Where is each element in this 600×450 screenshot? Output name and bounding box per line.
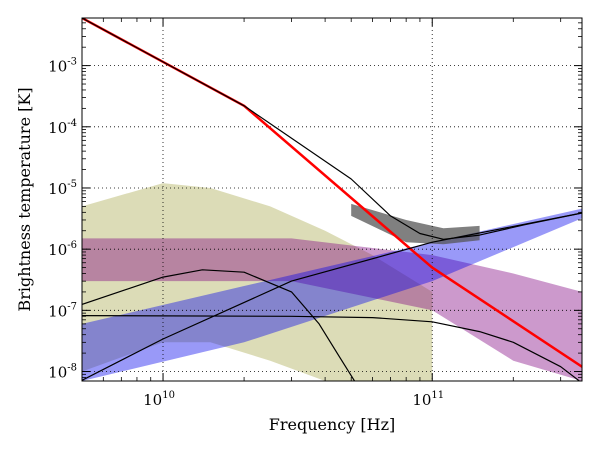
band-4	[351, 203, 480, 245]
series-line-3	[82, 212, 582, 381]
x-tick-label-2: 1011	[412, 390, 444, 409]
band-layer	[82, 183, 582, 381]
band-1	[82, 183, 433, 381]
y-axis-label: Brightness temperature [K]	[15, 87, 34, 311]
y-tick-label-1: 10-8	[48, 363, 77, 382]
plot-frame	[81, 17, 583, 382]
series-layer	[82, 18, 582, 381]
y-tick-label-4: 10-5	[48, 179, 77, 198]
x-tick-label-1: 1010	[143, 390, 175, 409]
band-2	[82, 238, 582, 381]
y-tick-label-5: 10-4	[48, 118, 77, 137]
y-tick-label-2: 10-7	[48, 301, 77, 320]
x-axis-label: Frequency [Hz]	[269, 415, 396, 434]
series-line-5	[82, 315, 581, 381]
series-line-4	[82, 269, 356, 381]
tick-layer: 1010 1011 10-8 10-7 10-6 10-5 10-4 10-3	[48, 17, 582, 409]
plot-background	[82, 18, 582, 381]
y-tick-label-6: 10-3	[48, 57, 77, 76]
series-line-2	[82, 18, 582, 240]
y-tick-label-3: 10-6	[48, 240, 77, 259]
band-3	[82, 208, 582, 381]
